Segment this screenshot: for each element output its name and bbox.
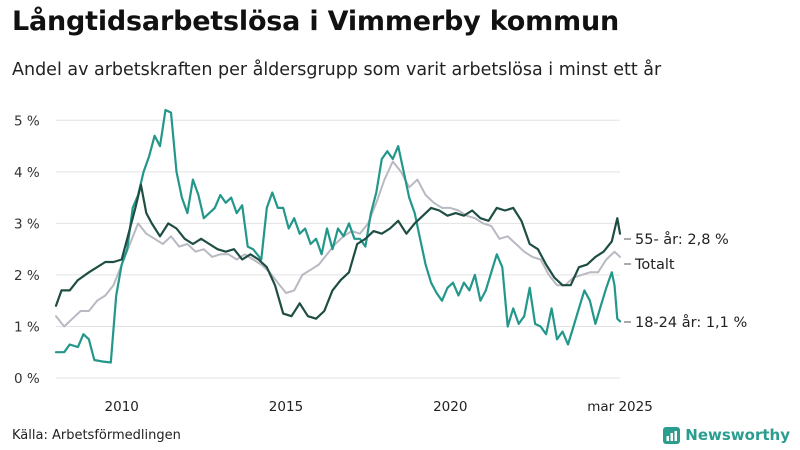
series-line bbox=[54, 183, 622, 320]
series-line bbox=[55, 160, 621, 328]
x-tick-label: mar 2025 bbox=[587, 399, 653, 415]
chart-subtitle: Andel av arbetskraften per åldersgrupp s… bbox=[12, 60, 662, 80]
x-tick-label: 2010 bbox=[105, 399, 139, 415]
brand-name: Newsworthy bbox=[685, 426, 790, 444]
y-tick-label: 1 % bbox=[14, 319, 40, 335]
series-end-label: 55- år: 2,8 % bbox=[635, 231, 729, 248]
chart-title: Långtidsarbetslösa i Vimmerby kommun bbox=[12, 6, 620, 37]
y-tick-label: 4 % bbox=[14, 165, 40, 181]
x-tick-label: 2015 bbox=[269, 399, 303, 415]
series-end-label: Totalt bbox=[634, 257, 675, 273]
y-tick-label: 0 % bbox=[14, 371, 40, 387]
source-note: Källa: Arbetsförmedlingen bbox=[12, 428, 181, 443]
y-tick-label: 5 % bbox=[14, 113, 40, 129]
bar-chart-icon bbox=[663, 426, 681, 444]
brand-logo: Newsworthy bbox=[663, 426, 790, 444]
x-tick-label: 2020 bbox=[433, 399, 467, 415]
series-line bbox=[54, 108, 622, 364]
y-tick-label: 3 % bbox=[14, 216, 40, 232]
series-end-label: 18-24 år: 1,1 % bbox=[635, 314, 747, 331]
y-tick-label: 2 % bbox=[14, 268, 40, 284]
